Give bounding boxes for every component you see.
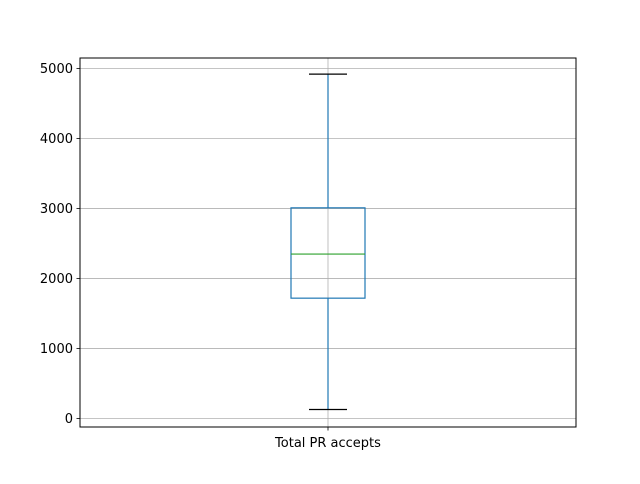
plot-layer bbox=[290, 73, 366, 411]
y-tick-label: 3000 bbox=[40, 202, 73, 217]
x-tick-label: Total PR accepts bbox=[274, 436, 381, 451]
y-tick-label: 4000 bbox=[40, 132, 73, 147]
y-tick-label: 1000 bbox=[40, 342, 73, 357]
y-tick-label: 0 bbox=[65, 412, 73, 427]
tick-layer: 0 1000 2000 3000 4000 5000 Total PR accepts bbox=[40, 62, 381, 451]
y-tick-label: 5000 bbox=[40, 62, 73, 77]
iqr-box bbox=[290, 207, 366, 299]
y-tick-label: 2000 bbox=[40, 272, 73, 287]
